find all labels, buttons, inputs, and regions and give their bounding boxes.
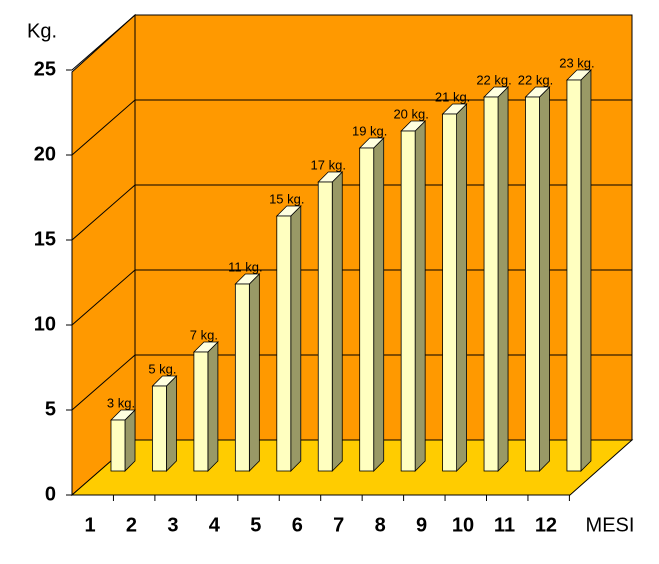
- grid-line: [71, 99, 136, 156]
- x-tick-label: 6: [292, 514, 303, 536]
- bar: [234, 273, 261, 472]
- bar-side: [414, 120, 426, 472]
- data-label: 22 kg.: [476, 72, 511, 87]
- y-tick-label: 15: [34, 228, 56, 250]
- grid-line: [71, 354, 136, 411]
- bar-front: [234, 283, 250, 472]
- x-tick-label: 9: [416, 514, 427, 536]
- grid-line: [71, 14, 136, 71]
- bars: 3 kg. 5 kg. 7 kg. 11 kg. 15 kg. 17 kg. 19 kg. 2…: [107, 55, 595, 472]
- data-label: 20 kg.: [393, 106, 428, 121]
- grid-line: [71, 184, 136, 241]
- data-label: 11 kg.: [228, 259, 262, 274]
- data-label: 3 kg.: [107, 395, 135, 410]
- bar-side: [539, 86, 550, 472]
- y-tick-label: 5: [45, 398, 56, 420]
- x-tick-label: 10: [452, 514, 474, 536]
- bar-side: [166, 375, 177, 472]
- bar: [275, 205, 302, 472]
- bar: [483, 86, 510, 472]
- x-tick-label: 2: [126, 514, 137, 536]
- bar-side: [207, 341, 219, 472]
- bar-front: [359, 147, 375, 472]
- data-label: 21 kg.: [435, 89, 470, 104]
- grid-line: [71, 269, 136, 326]
- bar-front: [110, 419, 126, 472]
- bar-front: [525, 96, 540, 472]
- data-label: 19 kg.: [352, 123, 387, 138]
- bar-front: [193, 351, 209, 472]
- bar-side: [248, 273, 260, 472]
- x-tick-label: 4: [209, 514, 221, 536]
- bar-front: [317, 181, 333, 472]
- data-label: 17 kg.: [311, 157, 346, 172]
- bar-side: [497, 86, 509, 472]
- x-axis-title: MESI: [586, 514, 635, 536]
- x-tick-label: 1: [84, 514, 95, 536]
- bar: [400, 120, 427, 472]
- bar: [524, 86, 551, 472]
- bar-front: [566, 79, 582, 472]
- bar-side: [580, 69, 592, 472]
- bar: [110, 409, 136, 472]
- bar-front: [442, 113, 458, 472]
- bar-side: [456, 103, 468, 472]
- data-label: 15 kg.: [269, 191, 304, 206]
- x-tick-label: 12: [535, 514, 557, 536]
- data-label: 5 kg.: [148, 361, 176, 376]
- bar: [151, 375, 178, 472]
- bar-front: [400, 130, 416, 472]
- y-tick-label: 0: [45, 483, 56, 505]
- data-label: 7 kg.: [190, 327, 218, 342]
- bar-side: [373, 137, 385, 472]
- x-tick-label: 8: [375, 514, 386, 536]
- bar-side: [331, 171, 343, 472]
- bar-front: [483, 96, 499, 472]
- x-tick-label: 11: [494, 514, 515, 536]
- bar-front: [152, 385, 167, 472]
- data-label: 23 kg.: [559, 55, 594, 70]
- bar: [441, 103, 468, 472]
- bar: [565, 69, 592, 472]
- bar: [192, 341, 219, 472]
- bar: [358, 137, 385, 472]
- x-tick-label: 3: [167, 514, 178, 536]
- bar: [317, 171, 344, 472]
- bar-side: [290, 205, 302, 472]
- data-label: 22 kg.: [518, 72, 553, 87]
- bar-side: [124, 409, 136, 472]
- y-axis-title: Kg.: [27, 20, 57, 42]
- y-tick-label: 25: [34, 58, 56, 80]
- y-tick-label: 20: [34, 143, 56, 165]
- x-tick-label: 7: [333, 514, 344, 536]
- x-tick-label: 5: [250, 514, 261, 536]
- y-tick-label: 10: [34, 313, 56, 335]
- bar-front: [276, 215, 292, 472]
